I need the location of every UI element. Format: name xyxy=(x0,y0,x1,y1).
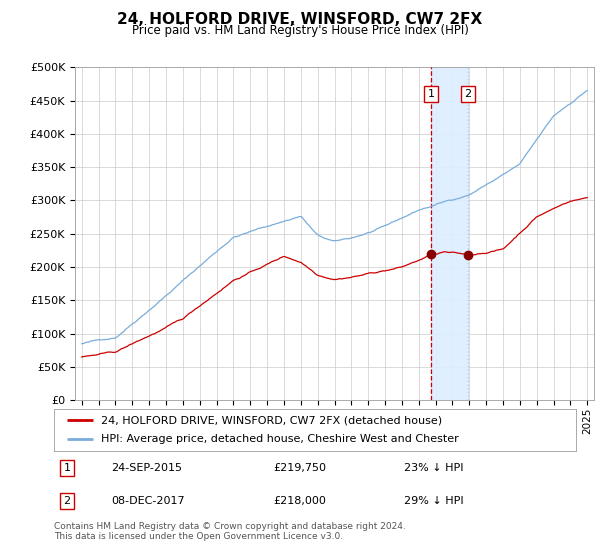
Text: 1: 1 xyxy=(428,89,434,99)
Text: 24, HOLFORD DRIVE, WINSFORD, CW7 2FX (detached house): 24, HOLFORD DRIVE, WINSFORD, CW7 2FX (de… xyxy=(101,415,442,425)
Bar xyxy=(431,67,468,400)
Text: 23% ↓ HPI: 23% ↓ HPI xyxy=(404,463,463,473)
Text: 1: 1 xyxy=(64,463,71,473)
Text: Price paid vs. HM Land Registry's House Price Index (HPI): Price paid vs. HM Land Registry's House … xyxy=(131,24,469,37)
Text: Contains HM Land Registry data © Crown copyright and database right 2024.
This d: Contains HM Land Registry data © Crown c… xyxy=(54,522,406,542)
Text: HPI: Average price, detached house, Cheshire West and Chester: HPI: Average price, detached house, Ches… xyxy=(101,435,459,445)
Text: 2: 2 xyxy=(464,89,472,99)
Text: £218,000: £218,000 xyxy=(273,496,326,506)
Text: 24, HOLFORD DRIVE, WINSFORD, CW7 2FX: 24, HOLFORD DRIVE, WINSFORD, CW7 2FX xyxy=(118,12,482,27)
Text: 2: 2 xyxy=(64,496,71,506)
Text: 24-SEP-2015: 24-SEP-2015 xyxy=(112,463,182,473)
Text: 29% ↓ HPI: 29% ↓ HPI xyxy=(404,496,463,506)
Text: 08-DEC-2017: 08-DEC-2017 xyxy=(112,496,185,506)
Text: £219,750: £219,750 xyxy=(273,463,326,473)
